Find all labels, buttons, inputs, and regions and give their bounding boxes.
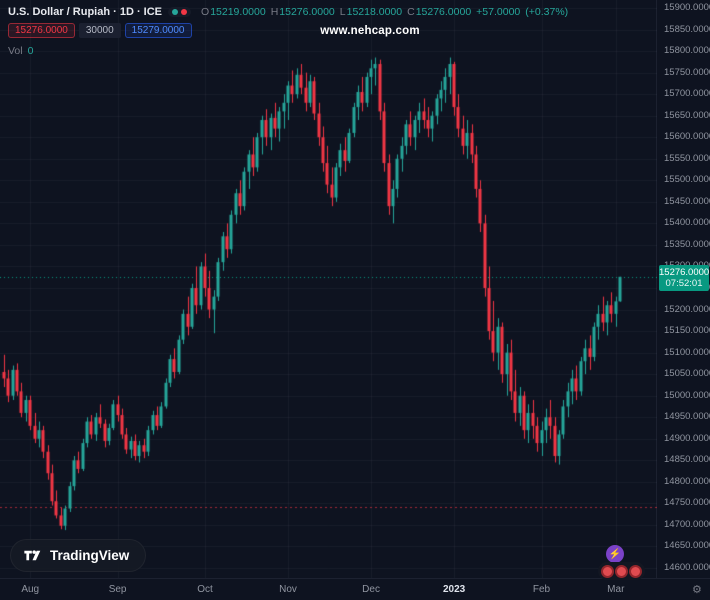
price-axis-label: 15800.0000 [664,45,710,57]
symbol-title[interactable]: U.S. Dollar / Rupiah · 1D · ICE [8,6,163,18]
change-value: +57.0000 [476,6,521,18]
close-label: C [407,6,415,18]
time-axis-label: Oct [197,584,213,595]
status-indicators[interactable] [168,7,192,17]
data-status-dot-icon [181,9,188,15]
price-axis-label: 14950.0000 [664,411,710,423]
price-axis-label: 15200.0000 [664,303,710,315]
spread-quantity: 30000 [78,23,121,38]
tradingview-logo-icon [24,550,41,561]
price-axis-label: 15100.0000 [664,346,710,358]
close-value: 15276.0000 [415,6,472,18]
price-axis-label: 15450.0000 [664,195,710,207]
buy-button[interactable]: 15279.0000 [124,23,192,38]
price-axis-label: 15150.0000 [664,325,710,337]
price-axis-label: 15350.0000 [664,238,710,250]
high-label: H [270,6,279,18]
price-axis-label: 14700.0000 [664,518,710,530]
price-axis-label: 15050.0000 [664,368,710,380]
price-axis-label: 15500.0000 [664,174,710,186]
bar-countdown: 07:52:01 [665,277,703,289]
bid-ask-row: 15276.0000 30000 15279.0000 [8,23,568,38]
lightning-badge-icon[interactable]: ⚡ [606,545,624,563]
price-axis-label: 15550.0000 [664,152,710,164]
price-axis-label: 15600.0000 [664,131,710,143]
price-axis-label: 15000.0000 [664,389,710,401]
open-value: 15219.0000 [210,6,266,18]
price-axis-label: 15400.0000 [664,217,710,229]
price-axis-label: 15750.0000 [664,66,710,78]
price-axis-label: 14800.0000 [664,475,710,487]
market-open-dot-icon [172,9,179,15]
change-percent: (+0.37%) [525,6,569,18]
price-axis-label: 14900.0000 [664,432,710,444]
price-axis-label: 15850.0000 [664,23,710,35]
price-axis-label: 14650.0000 [664,540,710,552]
time-axis-label: Mar [607,584,625,595]
time-axis[interactable]: ⚙ Aug Sep Oct Nov Dec 2023 Feb Mar [0,578,710,600]
symbol-legend: U.S. Dollar / Rupiah · 1D · ICE O 15219.0… [8,6,568,57]
ohlc-readout: O 15219.0000 H 15276.0000 L 15218.0000 C 152… [201,6,568,18]
tradingview-logo-button[interactable]: TradingView [10,539,147,572]
time-axis-label: Feb [532,584,551,595]
chart-pane[interactable]: www.nehcap.com U.S. Dollar / Rupiah · 1D… [0,0,657,580]
volume-row: Vol 0 [8,45,568,57]
price-axis-label: 15700.0000 [664,88,710,100]
time-axis-label: Dec [362,584,380,595]
price-axis-label: 15900.0000 [664,2,710,13]
tradingview-logo-text: TradingView [50,548,130,563]
time-axis-label: Sep [108,584,127,595]
time-axis-settings-icon[interactable]: ⚙ [692,584,702,596]
legend-title-row: U.S. Dollar / Rupiah · 1D · ICE O 15219.0… [8,6,568,18]
price-axis-label: 14850.0000 [664,454,710,466]
candlestick-canvas[interactable] [0,0,657,578]
last-price-label: 15276.0000 07:52:01 [659,264,710,291]
sell-button[interactable]: 15276.0000 [8,23,75,38]
high-value: 15276.0000 [279,6,335,18]
low-label: L [339,6,346,18]
volume-label: Vol [8,45,23,57]
watermark-text: www.nehcap.com [320,25,420,37]
volume-value: 0 [27,45,34,57]
open-label: O [201,6,210,18]
time-axis-label: Aug [21,584,40,595]
price-axis-label: 15650.0000 [664,109,710,121]
low-value: 15218.0000 [346,6,403,18]
time-axis-label: 2023 [442,584,466,595]
last-price-value: 15276.0000 [659,266,710,278]
coin-icon [629,564,642,578]
coin-badges[interactable] [598,562,645,580]
price-axis[interactable]: 15276.0000 07:52:01 15900.0000 15850.0000… [658,0,710,578]
coin-icon [615,564,628,578]
price-axis-label: 14600.0000 [664,562,710,573]
price-axis-label: 14750.0000 [664,497,710,509]
coin-icon [601,564,614,578]
time-axis-label: Nov [279,584,297,595]
